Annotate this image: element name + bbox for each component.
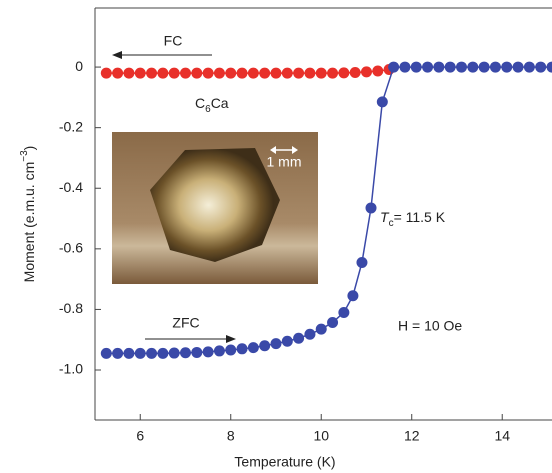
data-point [293, 68, 304, 79]
formula: C6Ca [195, 95, 229, 115]
data-point [169, 348, 180, 359]
data-point [259, 340, 270, 351]
data-point [293, 333, 304, 344]
field-label: H = 10 Oe [398, 318, 462, 334]
data-point [225, 68, 236, 79]
y-tick-label: 0 [75, 58, 83, 74]
legend-fc: FC [164, 33, 183, 49]
data-point [112, 68, 123, 79]
data-point [123, 348, 134, 359]
y-tick-label: -0.4 [59, 179, 83, 195]
data-point [146, 68, 157, 79]
data-point [237, 343, 248, 354]
data-point [169, 68, 180, 79]
data-point [433, 62, 444, 73]
data-point [338, 307, 349, 318]
data-point [146, 348, 157, 359]
data-point [203, 346, 214, 357]
y-tick-label: -0.8 [59, 300, 83, 316]
data-point [501, 62, 512, 73]
data-point [248, 68, 259, 79]
data-point [524, 62, 535, 73]
data-point [180, 347, 191, 358]
data-point [513, 62, 524, 73]
data-point [259, 68, 270, 79]
data-point [372, 66, 383, 77]
data-point [535, 62, 546, 73]
x-tick-label: 10 [313, 428, 329, 444]
y-tick-label: -0.6 [59, 240, 83, 256]
data-point [347, 290, 358, 301]
tc-label: Tc= 11.5 K [380, 209, 446, 229]
y-tick-label: -1.0 [59, 361, 83, 377]
data-point [316, 324, 327, 335]
data-point [399, 62, 410, 73]
data-point [327, 68, 338, 79]
data-point [316, 68, 327, 79]
data-point [456, 62, 467, 73]
data-point [214, 68, 225, 79]
data-point [304, 68, 315, 79]
data-point [191, 68, 202, 79]
data-point [248, 342, 259, 353]
data-point [327, 317, 338, 328]
x-axis-label: Temperature (K) [234, 454, 335, 470]
data-point [191, 347, 202, 358]
x-tick-label: 6 [136, 428, 144, 444]
data-point [304, 329, 315, 340]
legend-zfc: ZFC [172, 315, 199, 331]
data-point [270, 338, 281, 349]
data-point [361, 66, 372, 77]
data-point [157, 68, 168, 79]
data-point [270, 68, 281, 79]
data-point [101, 68, 112, 79]
data-point [338, 67, 349, 78]
data-point [135, 68, 146, 79]
data-point [377, 96, 388, 107]
data-point [388, 62, 399, 73]
scale-label: 1 mm [267, 154, 302, 170]
fc-arrow [112, 51, 212, 59]
data-point [366, 202, 377, 213]
data-point [214, 345, 225, 356]
data-point [180, 68, 191, 79]
data-point [282, 68, 293, 79]
y-tick-label: -0.2 [59, 118, 83, 134]
x-tick-label: 14 [494, 428, 510, 444]
data-point [112, 348, 123, 359]
data-point [356, 257, 367, 268]
zfc-arrow [145, 335, 236, 343]
data-point [350, 67, 361, 78]
data-point [479, 62, 490, 73]
data-point [225, 345, 236, 356]
data-point [101, 348, 112, 359]
data-point [135, 348, 146, 359]
data-point [411, 62, 422, 73]
data-point [547, 62, 552, 73]
x-tick-label: 8 [227, 428, 235, 444]
data-point [445, 62, 456, 73]
data-point [203, 68, 214, 79]
data-point [237, 68, 248, 79]
chart: 1 mm FC ZFC C6Ca Tc= 11.5 K H = 10 Oe Te… [0, 0, 552, 473]
data-point [123, 68, 134, 79]
data-point [282, 336, 293, 347]
data-point [467, 62, 478, 73]
x-tick-label: 12 [404, 428, 420, 444]
data-point [157, 348, 168, 359]
data-point [490, 62, 501, 73]
y-axis-label: Moment (e.m.u. cm−3) [19, 146, 37, 283]
data-point [422, 62, 433, 73]
